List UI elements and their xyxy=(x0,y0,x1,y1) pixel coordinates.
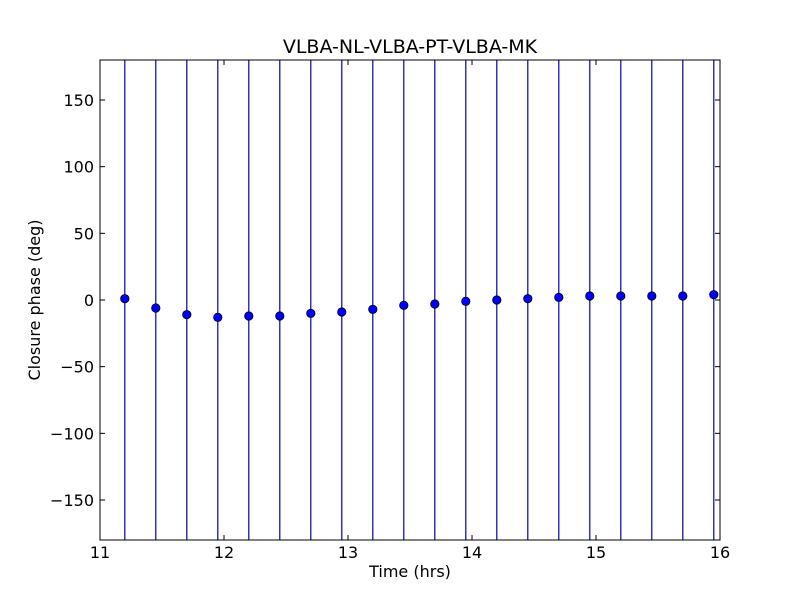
data-point xyxy=(678,291,688,301)
data-point xyxy=(244,311,254,321)
data-point xyxy=(554,292,564,302)
x-tick-label: 16 xyxy=(710,543,730,562)
data-point xyxy=(399,300,409,310)
data-point xyxy=(337,307,347,317)
y-tick-label: −150 xyxy=(50,491,94,510)
x-tick-label: 11 xyxy=(90,543,110,562)
data-point xyxy=(275,311,285,321)
plot-frame xyxy=(99,59,721,541)
y-tick-labels: −150 −100 −50 0 50 100 150 xyxy=(50,91,94,510)
y-tick-label: 100 xyxy=(63,158,94,177)
x-tick-label: 13 xyxy=(338,543,358,562)
chart-title: VLBA-NL-VLBA-PT-VLBA-MK xyxy=(283,36,538,58)
data-point xyxy=(616,291,626,301)
y-tick-label: −100 xyxy=(50,424,94,443)
data-point xyxy=(151,303,161,313)
data-point xyxy=(306,308,316,318)
data-point xyxy=(430,299,440,309)
x-tick-label: 12 xyxy=(214,543,234,562)
data-point xyxy=(709,290,719,300)
data-point xyxy=(213,312,223,322)
x-axis-label: Time (hrs) xyxy=(368,562,451,581)
y-tick-label: 50 xyxy=(74,224,94,243)
x-tick-label: 14 xyxy=(462,543,482,562)
y-tick-label: 150 xyxy=(63,91,94,110)
data-point xyxy=(647,291,657,301)
x-tick-labels: 11 12 13 14 15 16 xyxy=(90,543,730,562)
x-tick-label: 15 xyxy=(586,543,606,562)
data-point xyxy=(120,294,130,304)
data-point xyxy=(461,296,471,306)
y-axis-label: Closure phase (deg) xyxy=(25,219,44,380)
data-point xyxy=(368,304,378,314)
data-point xyxy=(492,295,502,305)
data-point xyxy=(585,291,595,301)
y-tick-label: −50 xyxy=(60,358,94,377)
y-tick-label: 0 xyxy=(84,291,94,310)
data-point xyxy=(523,294,533,304)
data-point xyxy=(182,310,192,320)
data-points xyxy=(120,290,719,322)
plot-area xyxy=(100,60,720,540)
